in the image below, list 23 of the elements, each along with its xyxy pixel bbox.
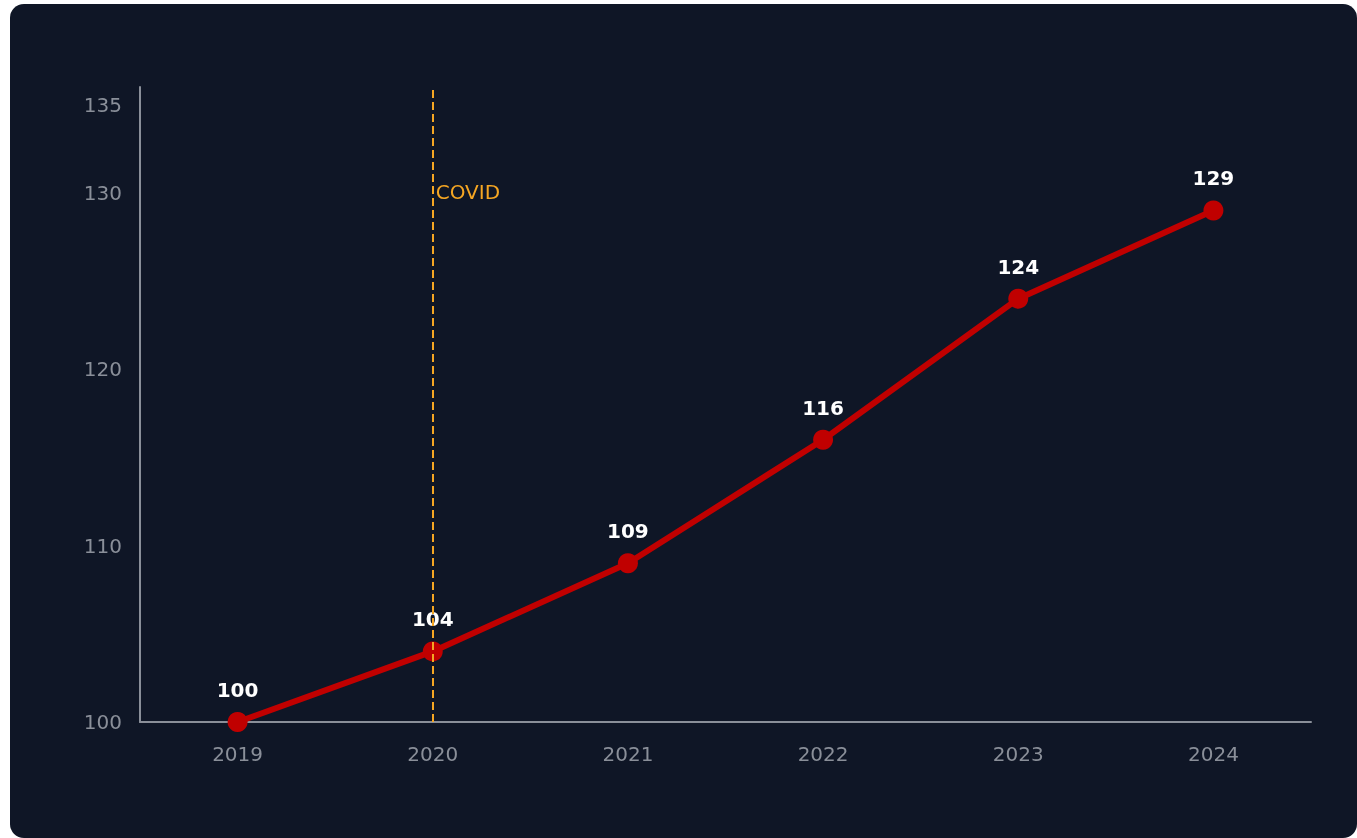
x-tick-label: 2019 xyxy=(212,742,264,766)
data-label: 104 xyxy=(411,607,454,632)
point xyxy=(813,429,834,450)
data-label: 129 xyxy=(1192,166,1235,191)
data-label: 100 xyxy=(216,678,259,702)
y-tick-label: 130 xyxy=(83,180,122,205)
ref-line-label: COVID xyxy=(435,180,501,204)
x-tick-label: 2020 xyxy=(407,742,459,766)
x-tick-label: 2023 xyxy=(992,742,1044,766)
x-tick-label: 2024 xyxy=(1187,742,1239,766)
x-tick-label: 2022 xyxy=(797,742,849,766)
y-tick-label: 120 xyxy=(83,357,122,382)
point xyxy=(617,553,638,574)
y-tick-label: 100 xyxy=(83,710,122,734)
point xyxy=(1008,288,1029,309)
data-label: 109 xyxy=(607,519,649,544)
y-tick-label: 135 xyxy=(83,92,122,117)
x-tick-label: 2021 xyxy=(602,742,654,766)
y-tick-label: 110 xyxy=(83,533,122,558)
data-label: 116 xyxy=(802,395,844,420)
point xyxy=(1203,200,1224,221)
point xyxy=(227,712,248,732)
data-label: 124 xyxy=(997,254,1040,279)
